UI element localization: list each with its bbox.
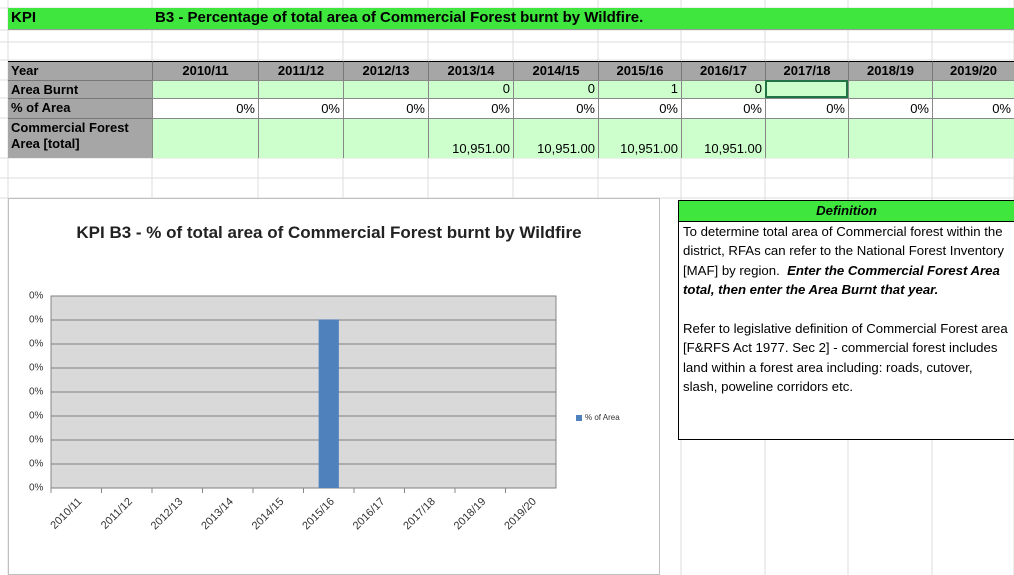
data-cell: 10,951.00 xyxy=(513,118,598,158)
row-label: Commercial Forest Area [total] xyxy=(8,118,152,158)
y-tick-label: 0% xyxy=(29,291,44,302)
year-header: 2014/15 xyxy=(513,61,598,80)
data-cell: 0% xyxy=(258,98,343,118)
kpi-title: B3 - Percentage of total area of Commerc… xyxy=(155,9,644,26)
definition-emphasis: Enter the Commercial Forest Area total, … xyxy=(683,262,1000,298)
year-label: Year xyxy=(8,61,152,80)
data-cell xyxy=(343,118,428,158)
data-cell: 1 xyxy=(598,80,681,98)
x-tick-label: 2017/18 xyxy=(401,496,438,533)
row-label: % of Area xyxy=(8,98,152,118)
data-cell: 10,951.00 xyxy=(681,118,765,158)
year-header: 2019/20 xyxy=(932,61,1014,80)
data-cell xyxy=(343,80,428,98)
data-cell xyxy=(765,80,848,98)
data-cell: 0% xyxy=(932,98,1014,118)
definition-paragraph: Refer to legislative definition of Comme… xyxy=(679,319,1014,397)
kpi-label: KPI xyxy=(11,9,37,26)
year-header: 2013/14 xyxy=(428,61,513,80)
year-header: 2015/16 xyxy=(598,61,681,80)
x-tick-label: 2019/20 xyxy=(502,496,539,533)
data-cell: 0% xyxy=(598,98,681,118)
x-tick-label: 2011/12 xyxy=(99,496,135,532)
row-label: Area Burnt xyxy=(8,80,152,98)
data-cell: 10,951.00 xyxy=(598,118,681,158)
year-header: 2018/19 xyxy=(848,61,932,80)
definition-box: Definition To determine total area of Co… xyxy=(678,200,1014,440)
chart-plot: 0% 0% 0% 0% 0% 0% 0% 0% 0% 2010/11 2011/12 2012/13 2… xyxy=(29,291,620,533)
x-tick-label: 2018/19 xyxy=(452,496,489,533)
x-tick-label: 2014/15 xyxy=(250,496,287,533)
legend-label: % of Area xyxy=(585,413,620,422)
data-cell xyxy=(932,80,1014,98)
data-cell: 0% xyxy=(343,98,428,118)
y-tick-label: 0% xyxy=(29,435,44,446)
data-cell: 0% xyxy=(152,98,258,118)
data-cell: 0% xyxy=(681,98,765,118)
definition-text: To determine total area of Commercial fo… xyxy=(683,223,1005,278)
data-cell xyxy=(765,118,848,158)
data-cell: 0% xyxy=(765,98,848,118)
data-cell: 0% xyxy=(848,98,932,118)
data-cell xyxy=(848,118,932,158)
data-cell xyxy=(152,118,258,158)
y-tick-label: 0% xyxy=(29,483,44,494)
y-tick-label: 0% xyxy=(29,459,44,470)
data-cell xyxy=(848,80,932,98)
x-tick-label: 2010/11 xyxy=(48,496,84,532)
y-tick-label: 0% xyxy=(29,363,44,374)
bar xyxy=(318,319,339,488)
x-tick-label: 2015/16 xyxy=(300,496,337,533)
data-cell: 0% xyxy=(513,98,598,118)
y-tick-label: 0% xyxy=(29,339,44,350)
year-header: 2017/18 xyxy=(765,61,848,80)
data-cell: 0% xyxy=(428,98,513,118)
legend-swatch xyxy=(576,415,582,421)
definition-paragraph: To determine total area of Commercial fo… xyxy=(679,222,1014,300)
x-tick-label: 2016/17 xyxy=(351,496,388,533)
chart: KPI B3 - % of total area of Commercial F… xyxy=(8,198,660,575)
data-cell: 10,951.00 xyxy=(428,118,513,158)
year-header: 2010/11 xyxy=(152,61,258,80)
data-cell xyxy=(258,80,343,98)
definition-title: Definition xyxy=(679,201,1014,222)
y-tick-label: 0% xyxy=(29,411,44,422)
x-tick-label: 2012/13 xyxy=(149,496,186,533)
data-cell xyxy=(932,118,1014,158)
year-header: 2011/12 xyxy=(258,61,343,80)
year-header: 2016/17 xyxy=(681,61,765,80)
definition-text: Refer to legislative definition of Comme… xyxy=(683,320,1008,395)
data-cell: 0 xyxy=(428,80,513,98)
year-header: 2012/13 xyxy=(343,61,428,80)
x-tick-label: 2013/14 xyxy=(199,496,236,533)
y-tick-label: 0% xyxy=(29,387,44,398)
y-tick-label: 0% xyxy=(29,315,44,326)
data-cell xyxy=(152,80,258,98)
chart-title: KPI B3 - % of total area of Commercial F… xyxy=(76,223,582,242)
data-cell xyxy=(258,118,343,158)
data-cell: 0 xyxy=(513,80,598,98)
title-band xyxy=(8,8,1014,30)
data-cell: 0 xyxy=(681,80,765,98)
